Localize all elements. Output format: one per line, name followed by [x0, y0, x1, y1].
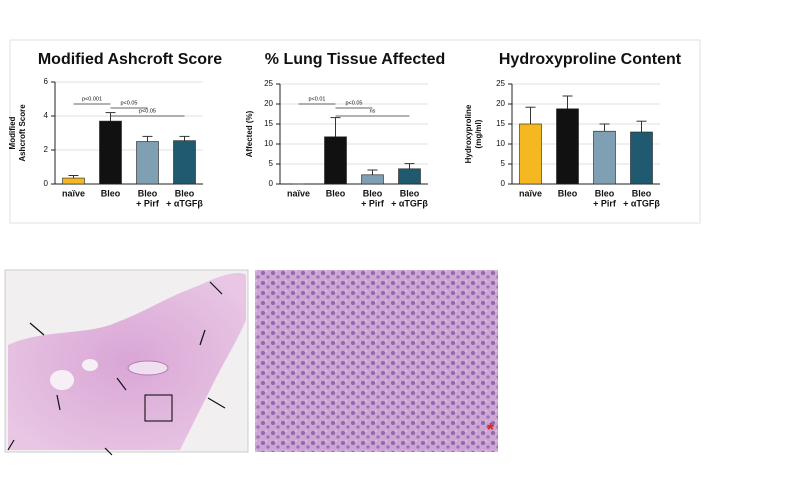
panel-frame [9, 39, 701, 224]
histology-low [4, 269, 249, 456]
chart-title: % Lung Tissue Affected [265, 51, 445, 68]
y-tick-label: 20 [264, 99, 273, 108]
x-tick-label: Bleo [595, 188, 615, 198]
y-axis-label: Affected (%) [245, 110, 254, 157]
y-tick-label: 25 [264, 79, 273, 88]
charts: Modified Ashcroft Score Modified Ashcroft … [8, 51, 682, 208]
significance-label: p<0.05 [346, 100, 363, 106]
bar [173, 140, 196, 185]
x-tick-label: Bleo [558, 188, 578, 198]
significance-label: ns [370, 108, 376, 114]
x-tick-label: naïve [287, 188, 310, 198]
chart-title: Modified Ashcroft Score [38, 51, 222, 68]
x-tick-label: Bleo [138, 188, 158, 198]
bar [99, 120, 122, 185]
x-tick-label: Bleo [632, 188, 652, 198]
x-tick-label: + αTGFβ [623, 198, 660, 208]
y-axis-label: (mg/ml) [474, 119, 483, 148]
x-tick-label: + Pirf [361, 198, 385, 208]
x-tick-label: + αTGFβ [166, 198, 203, 208]
y-tick-label: 15 [496, 119, 505, 128]
x-tick-label: naïve [62, 188, 85, 198]
chart-title: Hydroxyproline Content [499, 51, 682, 68]
significance-label: p<0.05 [139, 108, 156, 114]
x-tick-label: Bleo [326, 188, 346, 198]
y-tick-label: 10 [496, 139, 505, 148]
y-tick-label: 6 [44, 77, 49, 86]
x-tick-label: + Pirf [136, 198, 160, 208]
y-tick-label: 4 [44, 111, 49, 120]
y-tick-label: 15 [264, 119, 273, 128]
bar [62, 177, 85, 185]
y-tick-label: 20 [496, 99, 505, 108]
svg-text:*: * [487, 420, 494, 440]
y-axis-label: Ashcroft Score [18, 104, 27, 162]
x-tick-label: Bleo [101, 188, 121, 198]
x-tick-label: Bleo [175, 188, 195, 198]
histology-high: * [255, 270, 498, 452]
significance-label: p<0.05 [121, 100, 138, 106]
y-axis-label: Hydroxyproline [464, 104, 473, 163]
x-tick-label: naïve [519, 188, 542, 198]
y-tick-label: 5 [269, 159, 274, 168]
y-tick-label: 25 [496, 79, 505, 88]
y-tick-label: 0 [269, 179, 274, 188]
y-axis-label: Modified [8, 116, 17, 149]
significance-label: p<0.001 [82, 96, 102, 102]
y-tick-label: 10 [264, 139, 273, 148]
bar [593, 130, 616, 185]
bar [361, 174, 384, 185]
y-tick-label: 5 [501, 159, 506, 168]
x-tick-label: Bleo [363, 188, 383, 198]
bar [556, 108, 579, 185]
y-tick-label: 0 [501, 179, 506, 188]
bar [324, 136, 347, 185]
x-tick-label: + αTGFβ [391, 198, 428, 208]
y-tick-label: 0 [44, 179, 49, 188]
significance-label: p<0.01 [309, 96, 326, 102]
bar [398, 168, 421, 185]
x-tick-label: Bleo [400, 188, 420, 198]
bar [519, 123, 542, 185]
y-tick-label: 2 [44, 145, 49, 154]
x-tick-label: + Pirf [593, 198, 617, 208]
bar [136, 141, 159, 185]
bar [630, 131, 653, 185]
